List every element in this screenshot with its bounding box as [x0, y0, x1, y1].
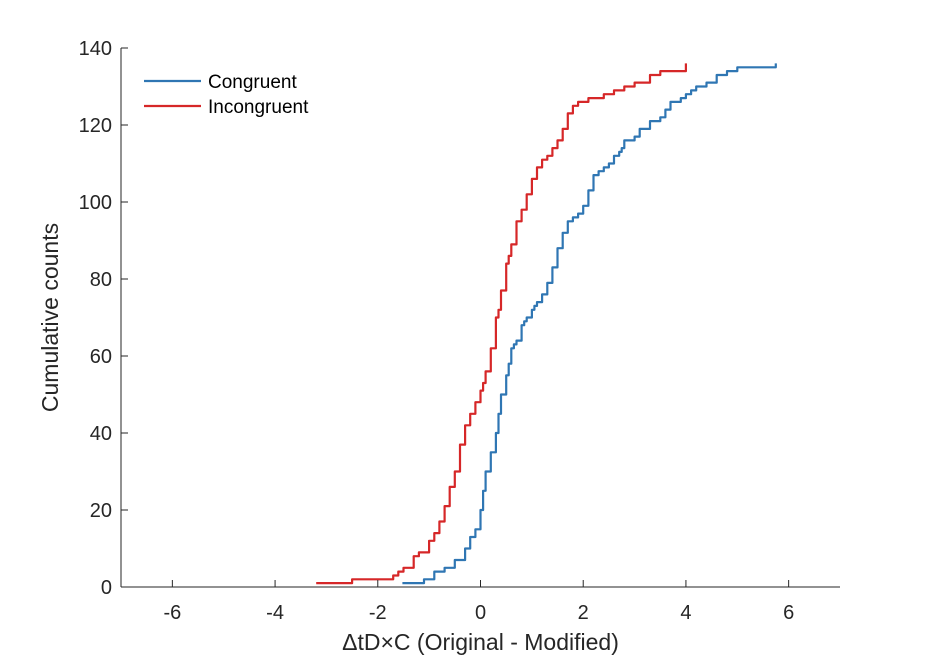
y-tick-label: 40 — [90, 423, 112, 445]
x-tick-label: -2 — [369, 602, 387, 624]
y-axis-title: Cumulative counts — [37, 223, 63, 412]
x-tick-label: -4 — [266, 602, 284, 624]
legend-label-congruent: Congruent — [208, 72, 297, 93]
x-tick-label: 0 — [475, 602, 486, 624]
series-line-incongruent — [316, 63, 687, 585]
y-ticks: 0 20 40 60 80 100 120 140 — [79, 38, 128, 599]
y-tick-label: 20 — [90, 500, 112, 522]
x-ticks: -6 -4 -2 0 2 4 6 — [163, 580, 794, 624]
plot-area — [316, 63, 777, 585]
y-tick-label: 100 — [79, 192, 112, 214]
x-axis-title: ΔtD×C (Original - Modified) — [342, 629, 619, 655]
y-tick-label: 80 — [90, 269, 112, 291]
x-tick-label: 6 — [783, 602, 794, 624]
y-tick-label: 60 — [90, 346, 112, 368]
y-tick-label: 140 — [79, 38, 112, 60]
y-tick-label: 0 — [101, 577, 112, 599]
series-line-congruent — [402, 63, 777, 585]
axes: -6 -4 -2 0 2 4 6 0 20 40 60 80 100 120 140 — [79, 38, 840, 624]
y-tick-label: 120 — [79, 115, 112, 137]
x-tick-label: 4 — [680, 602, 691, 624]
x-tick-label: -6 — [163, 602, 181, 624]
x-tick-label: 2 — [578, 602, 589, 624]
legend: Congruent Incongruent — [144, 72, 309, 118]
legend-label-incongruent: Incongruent — [208, 97, 309, 118]
